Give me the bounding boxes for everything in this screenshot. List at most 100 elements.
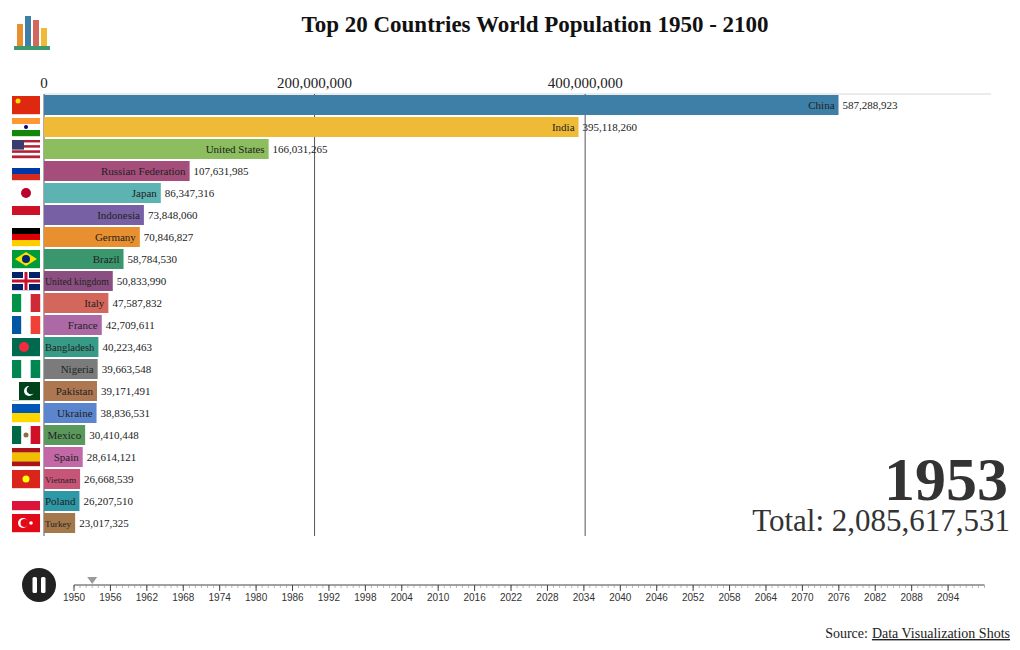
flag [12,492,40,510]
bar [44,117,579,137]
minor-tick [978,585,979,588]
minor-tick [899,585,900,588]
flag-part [16,99,21,104]
timeline-tick [547,585,548,591]
flag-part [24,125,28,129]
minor-tick [638,585,639,588]
minor-tick [468,585,469,588]
data-label: 26,207,510 [83,495,133,507]
minor-tick [589,585,590,588]
minor-tick [250,585,251,588]
minor-tick [674,585,675,588]
minor-tick [152,585,153,588]
pause-button[interactable] [22,568,56,602]
minor-tick [984,585,985,588]
minor-tick [523,585,524,588]
minor-tick [869,585,870,588]
timeline-tick [875,585,876,591]
minor-tick [814,585,815,588]
minor-tick [942,585,943,588]
minor-tick [784,585,785,588]
category-label: Indonesia [97,209,140,221]
bars [44,95,839,533]
minor-tick [954,585,955,588]
minor-tick [535,585,536,588]
minor-tick [759,585,760,588]
bar [44,249,124,269]
category-label: Brazil [93,253,120,265]
bar [44,139,269,159]
category-label: Ukraine [57,407,93,419]
category-label: United States [206,143,265,155]
flag [12,272,40,290]
minor-tick [863,585,864,588]
flag-part [12,240,40,246]
minor-tick [608,585,609,588]
category-label: France [68,319,98,331]
minor-tick [268,585,269,588]
minor-tick [492,585,493,588]
data-label: 166,031,265 [273,143,329,155]
timeline-tick [146,585,147,591]
minor-tick [419,585,420,588]
minor-tick [498,585,499,588]
pause-bar [33,577,38,593]
timeline-tick [110,585,111,591]
minor-tick [820,585,821,588]
timeline-label: 2010 [427,592,450,603]
logo-book [33,20,39,46]
minor-tick [426,585,427,588]
timeline-label: 2016 [463,592,486,603]
timeline-label: 1998 [354,592,377,603]
minor-tick [450,585,451,588]
category-label: Nigeria [61,363,94,375]
minor-tick [935,585,936,588]
flag [12,96,40,114]
source-link[interactable]: Data Visualization Shots [872,626,1010,641]
minor-tick [699,585,700,588]
minor-tick [158,585,159,588]
bar [44,227,140,247]
minor-tick [626,585,627,588]
minor-tick [832,585,833,588]
minor-tick [790,585,791,588]
minor-tick [177,585,178,588]
flag-part [12,96,40,114]
minor-tick [322,585,323,588]
flag-part [12,448,40,453]
flag-part [21,294,31,312]
minor-tick [310,585,311,588]
flag-part [31,426,41,444]
timeline-tick [401,585,402,591]
minor-tick [559,585,560,588]
flag-part [12,382,40,400]
flag-part [12,413,40,422]
timeline-marker [87,577,97,584]
minor-tick [753,585,754,588]
flag-part [12,360,22,378]
flag-part [22,255,30,263]
minor-tick [687,585,688,588]
bar [44,359,98,379]
minor-tick [553,585,554,588]
minor-tick [541,585,542,588]
flag-part [12,514,40,532]
timeline-label: 2094 [937,592,960,603]
pause-button[interactable] [22,568,56,602]
minor-tick [571,585,572,588]
timeline-label: 1980 [245,592,268,603]
source-label: Source: [825,626,868,641]
minor-tick [577,585,578,588]
timeline-tick [474,585,475,591]
flag-part [12,280,40,283]
flag-part [12,150,40,153]
flag-part [19,342,29,352]
timeline-label: 1956 [99,592,122,603]
data-label: 47,587,832 [112,297,162,309]
logo-book [41,28,47,46]
timeline-label: 1968 [172,592,195,603]
flag-part [12,426,22,444]
category-label: United kingdom [45,276,109,287]
category-label: Poland [45,495,76,507]
flag-part [12,457,40,462]
